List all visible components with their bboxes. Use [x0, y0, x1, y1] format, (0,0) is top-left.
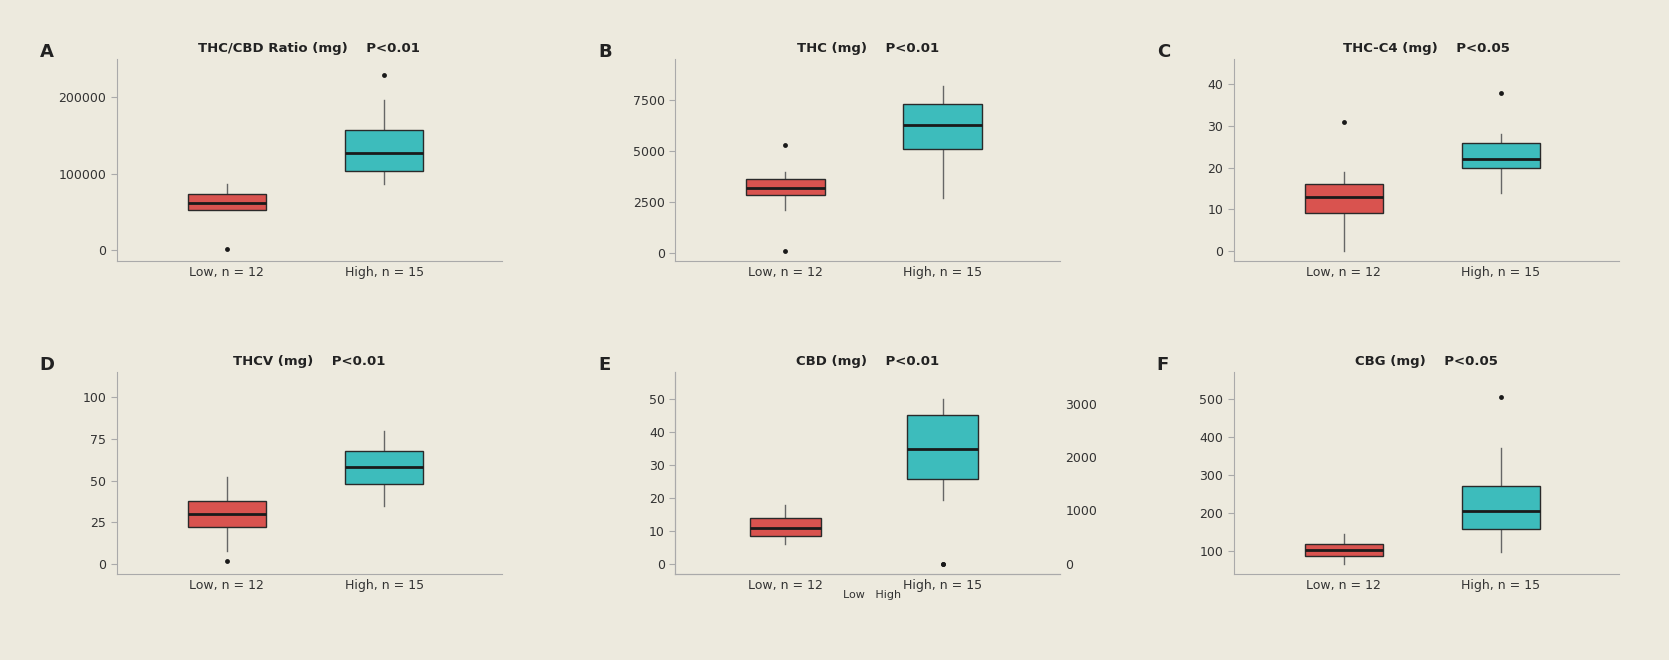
- Bar: [1462, 143, 1540, 168]
- Text: Low   High: Low High: [843, 591, 901, 601]
- Text: B: B: [598, 44, 613, 61]
- Bar: [1305, 544, 1384, 556]
- Bar: [345, 130, 424, 172]
- Bar: [187, 194, 265, 211]
- Text: A: A: [40, 44, 53, 61]
- Bar: [1462, 486, 1540, 529]
- Bar: [1305, 184, 1384, 213]
- Bar: [903, 104, 981, 149]
- Bar: [746, 179, 824, 195]
- Text: C: C: [1157, 44, 1170, 61]
- Title: THC/CBD Ratio (mg)    P<0.01: THC/CBD Ratio (mg) P<0.01: [199, 42, 421, 55]
- Text: E: E: [598, 356, 611, 374]
- Bar: [187, 501, 265, 527]
- Title: THCV (mg)    P<0.01: THCV (mg) P<0.01: [234, 355, 386, 368]
- Title: CBG (mg)    P<0.05: CBG (mg) P<0.05: [1355, 355, 1497, 368]
- Text: D: D: [40, 356, 55, 374]
- Bar: [908, 415, 978, 478]
- Title: THC (mg)    P<0.01: THC (mg) P<0.01: [796, 42, 940, 55]
- Bar: [345, 451, 424, 484]
- Text: F: F: [1157, 356, 1168, 374]
- Title: CBD (mg)    P<0.01: CBD (mg) P<0.01: [796, 355, 940, 368]
- Title: THC-C4 (mg)    P<0.05: THC-C4 (mg) P<0.05: [1344, 42, 1510, 55]
- Bar: [749, 518, 821, 536]
